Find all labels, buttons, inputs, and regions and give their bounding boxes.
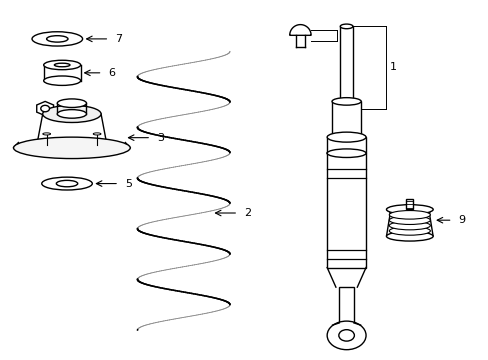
Ellipse shape [14, 137, 130, 158]
Text: 6: 6 [108, 68, 115, 78]
Bar [326, 137, 366, 153]
Ellipse shape [93, 133, 101, 135]
Ellipse shape [326, 148, 366, 158]
Circle shape [41, 105, 49, 112]
Ellipse shape [326, 132, 366, 142]
Text: 4: 4 [80, 104, 87, 113]
Ellipse shape [41, 177, 92, 190]
Ellipse shape [388, 216, 429, 225]
Ellipse shape [326, 149, 366, 157]
Ellipse shape [388, 226, 429, 235]
Text: 5: 5 [124, 179, 132, 189]
Ellipse shape [331, 98, 361, 105]
Ellipse shape [43, 133, 50, 135]
Bar [326, 153, 366, 267]
Ellipse shape [46, 36, 68, 42]
Bar [331, 102, 361, 137]
Ellipse shape [386, 231, 432, 241]
Text: 8: 8 [341, 25, 348, 35]
Text: 9: 9 [458, 215, 465, 225]
Text: 3: 3 [157, 133, 163, 143]
Ellipse shape [54, 63, 70, 67]
Bar [406, 199, 412, 210]
Circle shape [326, 321, 366, 350]
Polygon shape [37, 102, 54, 116]
Ellipse shape [388, 221, 429, 230]
Ellipse shape [42, 105, 101, 122]
Ellipse shape [57, 110, 86, 118]
Text: 7: 7 [115, 34, 122, 44]
Polygon shape [386, 210, 432, 236]
Bar [340, 26, 352, 102]
Ellipse shape [386, 205, 432, 214]
Ellipse shape [57, 99, 86, 108]
Ellipse shape [388, 211, 429, 219]
Ellipse shape [56, 180, 78, 187]
Bar [339, 287, 353, 323]
Ellipse shape [43, 60, 81, 70]
Polygon shape [289, 24, 310, 35]
Ellipse shape [43, 76, 81, 85]
Text: 2: 2 [244, 208, 251, 218]
Circle shape [338, 330, 354, 341]
Ellipse shape [32, 32, 82, 46]
Text: 1: 1 [388, 63, 396, 72]
Ellipse shape [340, 24, 352, 29]
